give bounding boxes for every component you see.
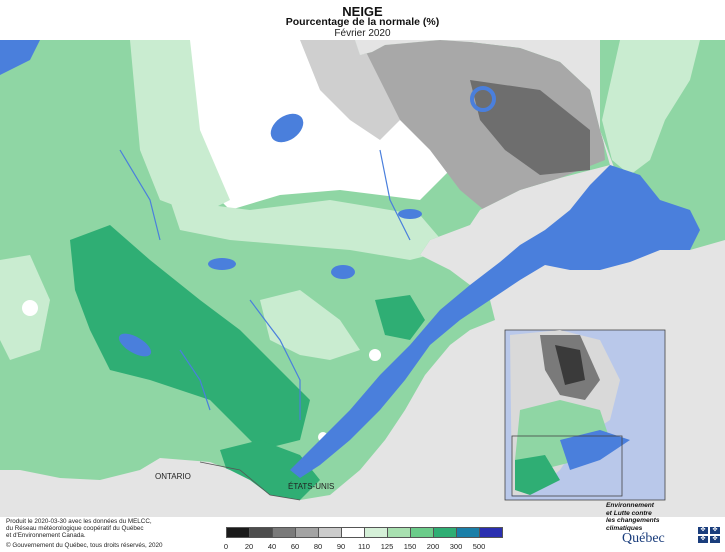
legend-tick-label: 40 [267,542,277,551]
fleur-de-lis-icon: ✤ [698,536,708,543]
legend-swatch [387,527,411,538]
zone-125-center [260,290,360,360]
legend-tick-label: 20 [244,542,254,551]
zone-light-north [130,40,230,215]
legend-swatch [410,527,434,538]
legend-tick-label: 300 [449,542,463,551]
legend-tick-label: 60 [290,542,300,551]
legend-swatch [479,527,503,538]
legend-tick-label: 125 [380,542,394,551]
zone-white-spot [22,300,38,316]
label-usa: ÉTATS-UNIS [288,482,335,491]
eastern-land-lightgreen [602,40,700,175]
zone-125-band [170,200,450,260]
legend-swatch [318,527,342,538]
snow-percent-map [0,40,725,517]
lake-mistassini [270,113,304,143]
legend-swatch [341,527,365,538]
map-date: Février 2020 [334,28,391,39]
hudson-bay-water [0,40,40,75]
fleur-de-lis-icon: ✤ [710,536,720,543]
map-subtitle: Pourcentage de la normale (%) [285,16,440,28]
province-border [199,461,301,501]
legend-tick-label: 0 [223,542,229,551]
fleur-de-lis-icon: ✤ [710,527,720,534]
legend-tick-label: 80 [313,542,323,551]
ministry-name: Environnement et Lutte contre les change… [606,502,660,532]
fleur-de-lis-icon: ✤ [698,527,708,534]
zone-lightgrey-north [300,40,400,140]
lake-cabonga [398,209,422,219]
credit-line-1: Produit le 2020-03-30 avec les données d… [6,518,152,525]
lake-saint-jean [331,265,355,279]
manicouagan-reservoir [470,86,496,112]
rivers [119,149,411,420]
credit-line-2: du Réseau météorologique coopératif du Q… [6,525,144,532]
legend-swatch [364,527,388,538]
lake-abitibi [118,333,152,357]
ministry-line-1: Environnement [606,502,654,509]
ministry-line-4: climatiques [606,524,643,532]
legend-swatch [433,527,457,538]
zone-white-spot-2 [369,349,381,361]
copyright: © Gouvernement du Québec, tous droits ré… [6,542,163,549]
legend-tick-label: 110 [358,542,370,551]
ministry-line-3: les changements [606,517,660,525]
zone-200-west [70,225,310,450]
legend-tick-label: 90 [336,542,346,551]
label-ontario: ONTARIO [155,472,191,481]
gouin-reservoir [208,258,236,270]
map-title: NEIGE [342,4,383,19]
legend-swatch [456,527,480,538]
legend-swatch [226,527,250,538]
zone-200-center [375,295,425,340]
st-lawrence-river [290,165,700,478]
quebec-logo: Québec [622,531,665,546]
legend-tick-label: 150 [403,542,417,551]
legend-swatch [249,527,273,538]
legend-swatch [295,527,319,538]
zone-darkgrey-north [470,80,590,175]
map-title-block: NEIGE Pourcentage de la normale (%) Févr… [0,0,725,40]
legend-swatch [272,527,296,538]
legend-tick-label: 200 [426,542,440,551]
credit-line-3: et d'Environnement Canada. [6,532,86,539]
ministry-line-2: et Lutte contre [606,509,652,517]
legend-tick-label: 500 [472,542,486,551]
inset-map [504,329,666,501]
